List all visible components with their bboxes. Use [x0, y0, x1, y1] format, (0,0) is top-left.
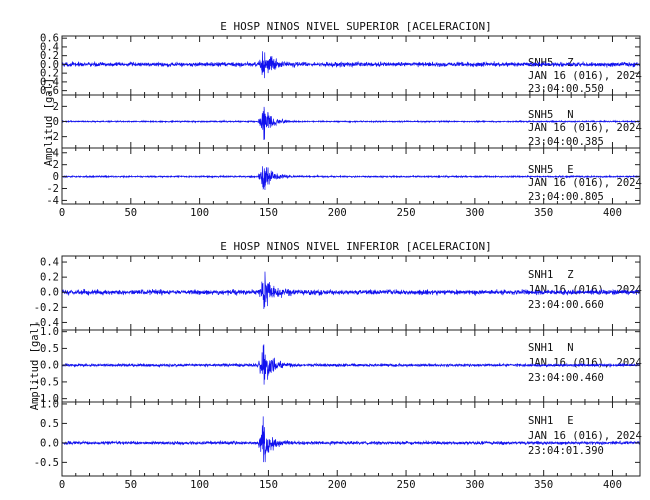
chart-nivel-superior: E HOSP NINOS NIVEL SUPERIOR [ACELERACION…: [40, 20, 642, 219]
y-tick-label: 0.5: [40, 343, 59, 355]
panel-snh1-e-plot: -0.5 0.0 0.5 1.0: [34, 398, 641, 477]
y-tick-label: 0.2: [40, 50, 59, 62]
waveform-trace: [61, 416, 641, 463]
panel-snh1-e: SNH1 E JAN 16 (016), 2024 23:04:01.390: [528, 415, 642, 457]
station-component-label: SNH5 N: [528, 109, 574, 121]
y-tick-label: 0.0: [40, 59, 59, 71]
y-tick-label: 0: [53, 171, 59, 183]
x-tick-label: 50: [124, 479, 137, 491]
y-tick-label: -4: [46, 195, 59, 207]
station-component-label: SNH5 E: [528, 164, 574, 176]
y-tick-label: -0.2: [34, 302, 59, 314]
waveform-trace: [61, 166, 641, 190]
x-tick-label: 300: [465, 479, 484, 491]
y-tick-label: -0.4: [34, 317, 59, 329]
y-tick-label: 0.5: [40, 418, 59, 430]
panel-snh5-n: SNH5 N JAN 16 (016), 2024 23:04:00.385: [528, 109, 642, 148]
y-tick-label: 0.2: [40, 272, 59, 284]
x-tick-label: 400: [603, 207, 622, 219]
start-time-label: 23:04:00.805: [528, 191, 604, 203]
y-tick-label: 1.0: [40, 398, 59, 410]
y-axis-label: Amplitud [gal]: [43, 78, 55, 167]
y-tick-label: 0: [53, 116, 59, 128]
waveform-trace: [61, 344, 641, 385]
y-tick-label: 0.6: [40, 33, 59, 45]
panel-snh5-e-plot: -4-2024: [46, 147, 641, 207]
panel-snh1-n: SNH1 N JAN 16 (016), 2024 23:04:00.460: [528, 342, 642, 384]
y-tick-label: -2: [46, 183, 59, 195]
date-label: JAN 16 (016), 2024: [528, 177, 642, 189]
date-label: JAN 16 (016), 2024: [528, 284, 642, 296]
start-time-label: 23:04:00.660: [528, 299, 604, 311]
x-tick-label: 200: [328, 479, 347, 491]
y-tick-label: 0.0: [40, 437, 59, 449]
x-tick-label: 250: [397, 479, 416, 491]
chart-nivel-inferior: E HOSP NINOS NIVEL INFERIOR [ACELERACION…: [29, 240, 642, 491]
start-time-label: 23:04:00.385: [528, 136, 604, 148]
x-tick-label: 50: [124, 207, 137, 219]
y-tick-label: 0.4: [40, 257, 59, 269]
y-tick-label: 0.0: [40, 360, 59, 372]
waveform-trace: [61, 106, 641, 140]
y-tick-label: 0.0: [40, 287, 59, 299]
y-tick-label: -2: [46, 131, 59, 143]
panel-snh5-z: SNH5 Z JAN 16 (016), 2024 23:04:00.550: [528, 57, 642, 95]
y-tick-label: 1.0: [40, 326, 59, 338]
waveform-trace: [61, 271, 641, 310]
station-component-label: SNH1 E: [528, 415, 574, 427]
x-tick-label: 100: [190, 479, 209, 491]
x-tick-label: 0: [59, 479, 65, 491]
y-tick-label: 0.4: [40, 41, 59, 53]
x-tick-label: 150: [259, 207, 278, 219]
date-label: JAN 16 (016), 2024: [528, 122, 642, 134]
y-tick-label: -0.5: [34, 376, 59, 388]
y-tick-label: 0.4: [40, 76, 59, 88]
x-tick-label: 0: [59, 207, 65, 219]
start-time-label: 23:04:01.390: [528, 445, 604, 457]
date-label: JAN 16 (016), 2024: [528, 430, 642, 442]
y-tick-label: 0.2: [40, 68, 59, 80]
panel-snh5-e: SNH5 E JAN 16 (016), 2024 23:04:00.805: [528, 164, 642, 203]
date-label: JAN 16 (016), 2024: [528, 357, 642, 369]
y-tick-label: -0.5: [34, 457, 59, 469]
y-tick-label: 0.6: [40, 85, 59, 97]
x-tick-label: 200: [328, 207, 347, 219]
y-tick-label: 2: [53, 101, 59, 113]
y-tick-label: 2: [53, 159, 59, 171]
x-tick-label: 350: [534, 479, 553, 491]
y-tick-label: 4: [53, 147, 59, 159]
x-tick-label: 400: [603, 479, 622, 491]
station-component-label: SNH5 Z: [528, 57, 574, 69]
waveform-trace: [61, 51, 641, 79]
panel-snh1-n-plot: -1.0 -0.5 0.0 0.5 1.0: [34, 326, 641, 405]
station-component-label: SNH1 N: [528, 342, 574, 354]
y-tick-label: -1.0: [34, 393, 59, 405]
start-time-label: 23:04:00.460: [528, 372, 604, 384]
x-tick-label: 300: [465, 207, 484, 219]
station-component-label: SNH1 Z: [528, 269, 574, 281]
y-axis-label: Amplitud [gal]: [29, 322, 41, 411]
chart-title: E HOSP NINOS NIVEL SUPERIOR [ACELERACION…: [220, 20, 492, 33]
start-time-label: 23:04:00.550: [528, 83, 604, 95]
x-tick-label: 250: [397, 207, 416, 219]
panel-snh1-z: SNH1 Z JAN 16 (016), 2024 23:04:00.660: [528, 269, 642, 311]
x-tick-label: 150: [259, 479, 278, 491]
date-label: JAN 16 (016), 2024: [528, 70, 642, 82]
x-tick-label: 100: [190, 207, 209, 219]
x-tick-label: 350: [534, 207, 553, 219]
chart-title: E HOSP NINOS NIVEL INFERIOR [ACELERACION…: [220, 240, 492, 253]
